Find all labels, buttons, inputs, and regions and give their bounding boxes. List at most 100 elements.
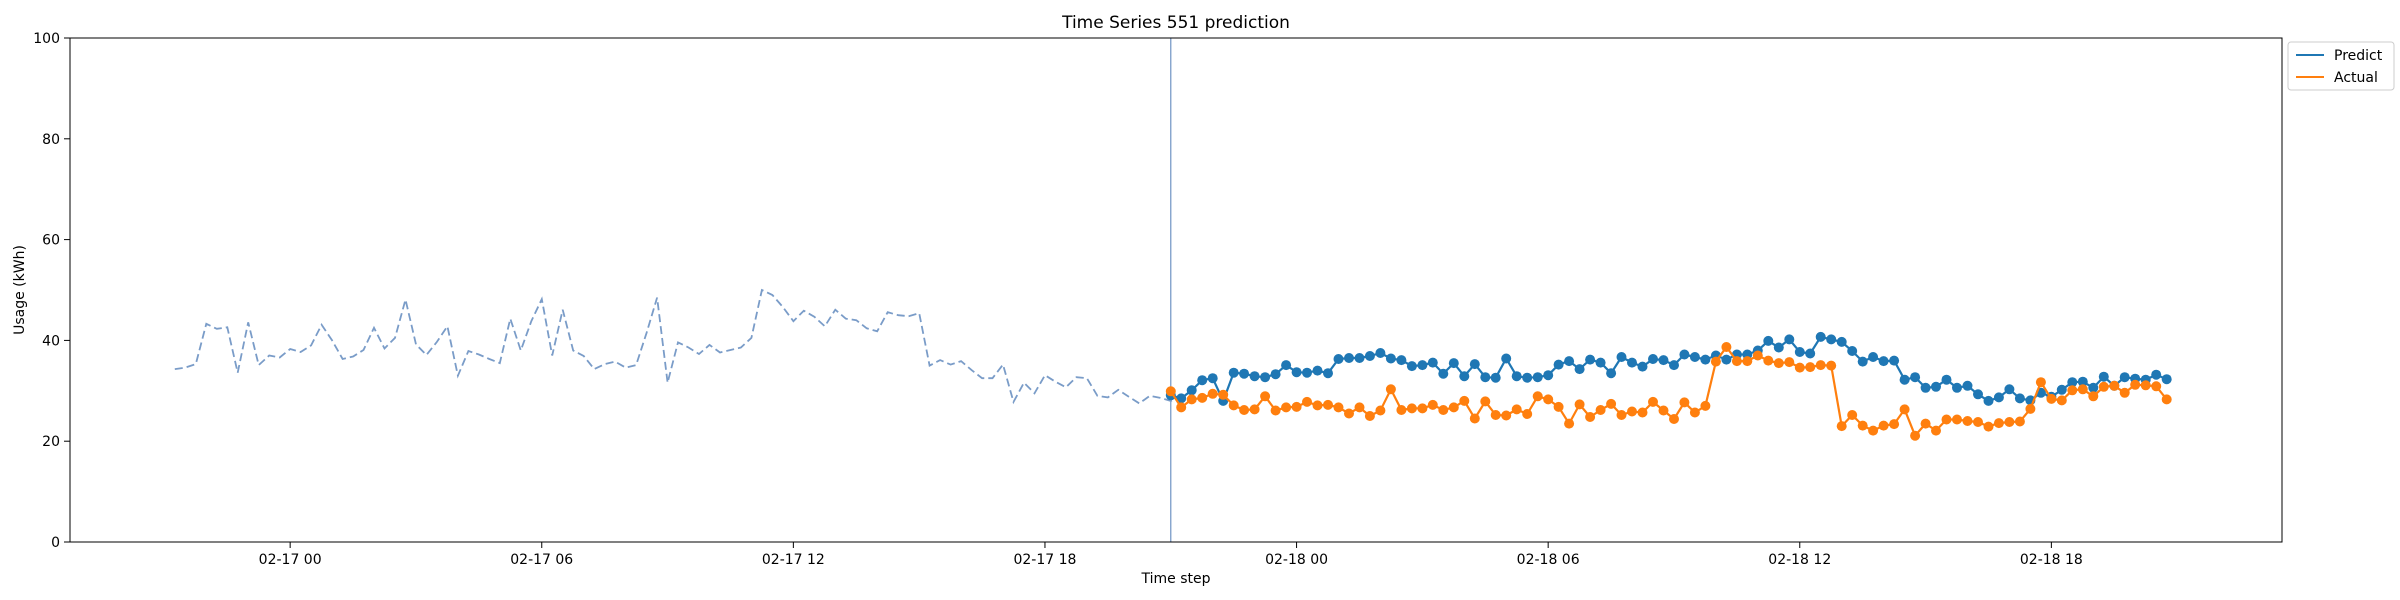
actual-point [1574, 399, 1585, 410]
predict-point [1721, 354, 1732, 365]
predict-point [2088, 382, 2099, 393]
actual-point [1417, 403, 1428, 414]
actual-point [1721, 342, 1732, 352]
predict-point [1773, 342, 1784, 353]
actual-point [1480, 396, 1491, 407]
actual-point [1847, 410, 1858, 420]
actual-point [1983, 421, 1994, 432]
predict-point [1763, 335, 1774, 346]
predict-point [1228, 367, 1239, 378]
y-tick-label: 100 [33, 31, 60, 47]
actual-point [1910, 430, 1921, 441]
y-axis: 0 20 40 60 80 100 [33, 31, 70, 551]
actual-point [2088, 391, 2099, 402]
predict-point [2056, 384, 2067, 395]
actual-point [2004, 417, 2015, 427]
actual-point [1773, 358, 1784, 369]
predict-point [1952, 382, 1962, 393]
predict-point [1815, 331, 1826, 342]
actual-point [1742, 356, 1753, 367]
predict-point [1417, 360, 1428, 371]
actual-point [1176, 402, 1187, 413]
predict-point [1564, 356, 1575, 367]
predict-point [1700, 354, 1711, 365]
actual-point [1700, 400, 1711, 411]
x-tick-label: 02-18 18 [2020, 552, 2083, 568]
predict-point [1522, 372, 1533, 383]
y-axis-title: Usage (kWh) [12, 245, 28, 335]
y-tick-label: 40 [42, 333, 60, 349]
predict-point [1333, 354, 1344, 364]
actual-point [1427, 399, 1438, 410]
actual-point [1197, 392, 1208, 403]
actual-point [2014, 416, 2025, 427]
actual-point [1260, 391, 1271, 402]
actual-point [1826, 360, 1837, 371]
actual-point [1637, 407, 1648, 418]
actual-point [1752, 350, 1763, 361]
predict-point [1459, 371, 1470, 382]
predict-point [1312, 365, 1323, 376]
predict-point [1511, 371, 1522, 382]
actual-point [1553, 401, 1564, 412]
legend: Predict Actual [2287, 41, 2395, 91]
predict-point [1962, 380, 1973, 391]
actual-point [1522, 409, 1533, 419]
predict-point [1836, 336, 1847, 347]
predict-point [1239, 368, 1250, 379]
predict-point [1679, 349, 1690, 360]
predict-point [1323, 368, 1333, 379]
x-tick-label: 02-17 06 [510, 552, 573, 568]
actual-point [1406, 403, 1417, 414]
actual-point [2056, 395, 2067, 406]
x-tick-label: 02-18 00 [1265, 552, 1328, 568]
y-tick-label: 0 [51, 535, 60, 551]
actual-point [1899, 404, 1910, 415]
actual-point [1490, 410, 1501, 420]
actual-point [1648, 396, 1658, 407]
actual-point [2046, 393, 2057, 404]
predict-point [1207, 373, 1218, 384]
predict-point [1973, 389, 1983, 400]
actual-point [1952, 414, 1962, 425]
predict-point [2067, 377, 2078, 388]
predict-point [1648, 354, 1658, 364]
actual-point [1448, 402, 1459, 413]
predict-point [1364, 351, 1375, 361]
x-tick-label: 02-17 18 [1013, 552, 1076, 568]
predict-point [1595, 357, 1606, 368]
predict-point [1501, 353, 1512, 364]
predict-point [1574, 364, 1585, 375]
predict-point [1616, 352, 1627, 362]
actual-point [1606, 398, 1617, 409]
predict-point [1385, 353, 1396, 364]
actual-point [1501, 410, 1512, 421]
predict-point [1805, 348, 1816, 359]
x-tick-label: 02-18 06 [1517, 552, 1580, 568]
predict-point [1941, 374, 1952, 385]
predict-point [1302, 367, 1312, 378]
actual-point [2119, 387, 2130, 398]
actual-point [1375, 405, 1386, 416]
plot-frame [69, 37, 2283, 543]
actual-point [1857, 420, 1868, 431]
actual-point [1794, 362, 1805, 373]
predict-point [1669, 360, 1679, 371]
actual-point [1973, 417, 1983, 427]
actual-point [1564, 418, 1575, 429]
actual-point [2067, 385, 2078, 396]
predict-point [1291, 367, 1302, 378]
predict-point [1270, 369, 1281, 380]
predict-point [1637, 361, 1648, 372]
actual-point [1396, 405, 1407, 415]
actual-point [2035, 377, 2046, 388]
actual-point [1669, 414, 1679, 424]
actual-point [2098, 381, 2109, 392]
predict-point [1176, 393, 1187, 404]
predict-point [1396, 355, 1407, 366]
actual-point [2151, 381, 2162, 392]
actual-point [1291, 401, 1302, 412]
actual-point [2140, 380, 2151, 391]
